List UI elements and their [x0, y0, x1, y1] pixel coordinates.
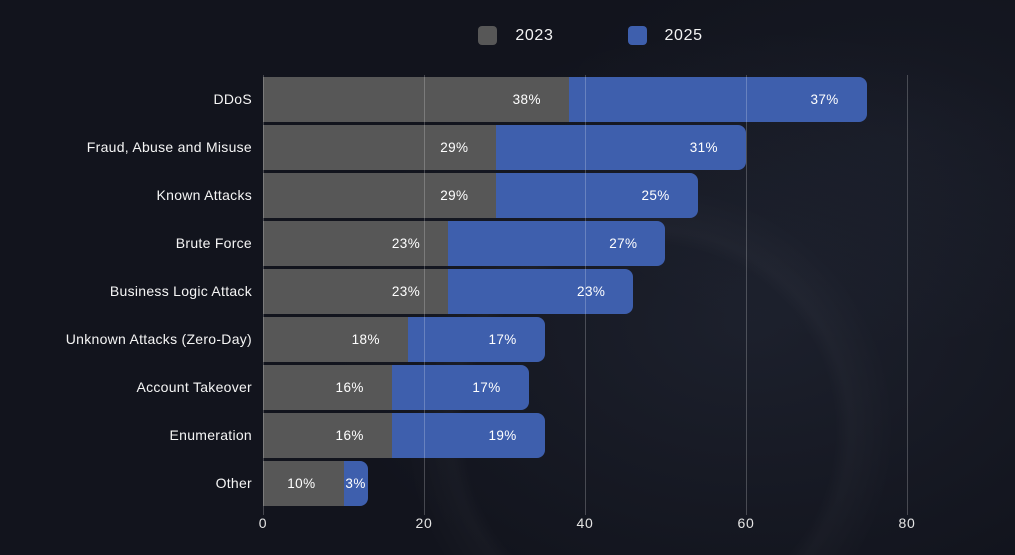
legend-label: 2025 [664, 26, 703, 44]
bar-value-label: 38% [512, 91, 541, 107]
category-label: Business Logic Attack [109, 283, 252, 299]
legend-item-2023[interactable]: 2023 [478, 26, 553, 45]
category-label: Fraud, Abuse and Misuse [86, 139, 252, 155]
bar-row: 23% 23% [263, 268, 634, 314]
bar-value-label: 17% [472, 379, 501, 395]
bar-value-label: 19% [488, 427, 517, 443]
bar-segment-2023[interactable]: 29% [263, 172, 497, 218]
bar-segment-2025[interactable]: 3% [343, 460, 368, 506]
bar-row: 23% 27% [263, 220, 666, 266]
bar-value-label: 23% [391, 283, 421, 299]
category-label: Enumeration [169, 427, 252, 443]
x-tick-label: 40 [576, 515, 594, 531]
legend-swatch-icon [478, 26, 498, 45]
bar-segment-2023[interactable]: 16% [263, 412, 392, 458]
bar-segment-2025[interactable]: 19% [391, 412, 545, 458]
bar-segment-2023[interactable]: 18% [263, 316, 408, 362]
bar-segment-2025[interactable]: 27% [448, 220, 666, 266]
category-label: DDoS [213, 91, 252, 107]
x-tick-label: 80 [898, 515, 916, 531]
bar-row: 18% 17% [263, 316, 545, 362]
bar-segment-2023[interactable]: 16% [263, 364, 392, 410]
gridline [423, 75, 425, 515]
category-label: Account Takeover [136, 379, 252, 395]
bar-value-label: 27% [609, 235, 638, 251]
bar-row: 10% 3% [263, 460, 368, 506]
bar-value-label: 31% [689, 139, 718, 155]
x-tick-label: 0 [258, 515, 268, 531]
bar-value-label: 29% [440, 139, 469, 155]
x-tick-label: 60 [737, 515, 755, 531]
bar-segment-2025[interactable]: 25% [496, 172, 698, 218]
gridline [906, 75, 908, 515]
bar-row: 29% 31% [263, 124, 746, 170]
bar-value-label: 16% [335, 427, 364, 443]
category-label: Unknown Attacks (Zero-Day) [65, 331, 252, 347]
bar-segment-2025[interactable]: 31% [496, 124, 746, 170]
gridline [745, 75, 747, 515]
legend-swatch-icon [627, 26, 647, 45]
category-label: Known Attacks [156, 187, 252, 203]
category-label: Brute Force [175, 235, 252, 251]
chart-legend: 2023 2025 [263, 26, 918, 45]
bar-row: 38% 37% [263, 76, 867, 122]
bar-value-label: 17% [488, 331, 517, 347]
bar-row: 16% 17% [263, 364, 529, 410]
legend-label: 2023 [515, 26, 554, 44]
bar-segment-2025[interactable]: 17% [391, 364, 529, 410]
bar-value-label: 3% [345, 475, 366, 491]
bar-segment-2023[interactable]: 38% [263, 76, 569, 122]
gridline [262, 75, 264, 515]
bar-segment-2023[interactable]: 29% [263, 124, 497, 170]
bar-segment-2025[interactable]: 37% [568, 76, 867, 122]
bar-row: 29% 25% [263, 172, 698, 218]
bar-segment-2023[interactable]: 23% [263, 220, 449, 266]
bar-value-label: 23% [391, 235, 421, 251]
bar-value-label: 37% [810, 91, 839, 107]
bar-value-label: 18% [351, 331, 380, 347]
bar-value-label: 16% [335, 379, 364, 395]
bar-value-label: 29% [440, 187, 469, 203]
bar-value-label: 23% [577, 283, 606, 299]
bar-segment-2025[interactable]: 23% [448, 268, 634, 314]
bar-segment-2023[interactable]: 10% [263, 460, 344, 506]
bar-value-label: 10% [287, 475, 316, 491]
bar-value-label: 25% [641, 187, 670, 203]
bar-segment-2023[interactable]: 23% [263, 268, 449, 314]
category-label: Other [215, 475, 252, 491]
legend-item-2025[interactable]: 2025 [627, 26, 703, 45]
bar-row: 16% 19% [263, 412, 545, 458]
x-tick-label: 20 [415, 515, 433, 531]
gridline [584, 75, 586, 515]
bar-segment-2025[interactable]: 17% [407, 316, 545, 362]
